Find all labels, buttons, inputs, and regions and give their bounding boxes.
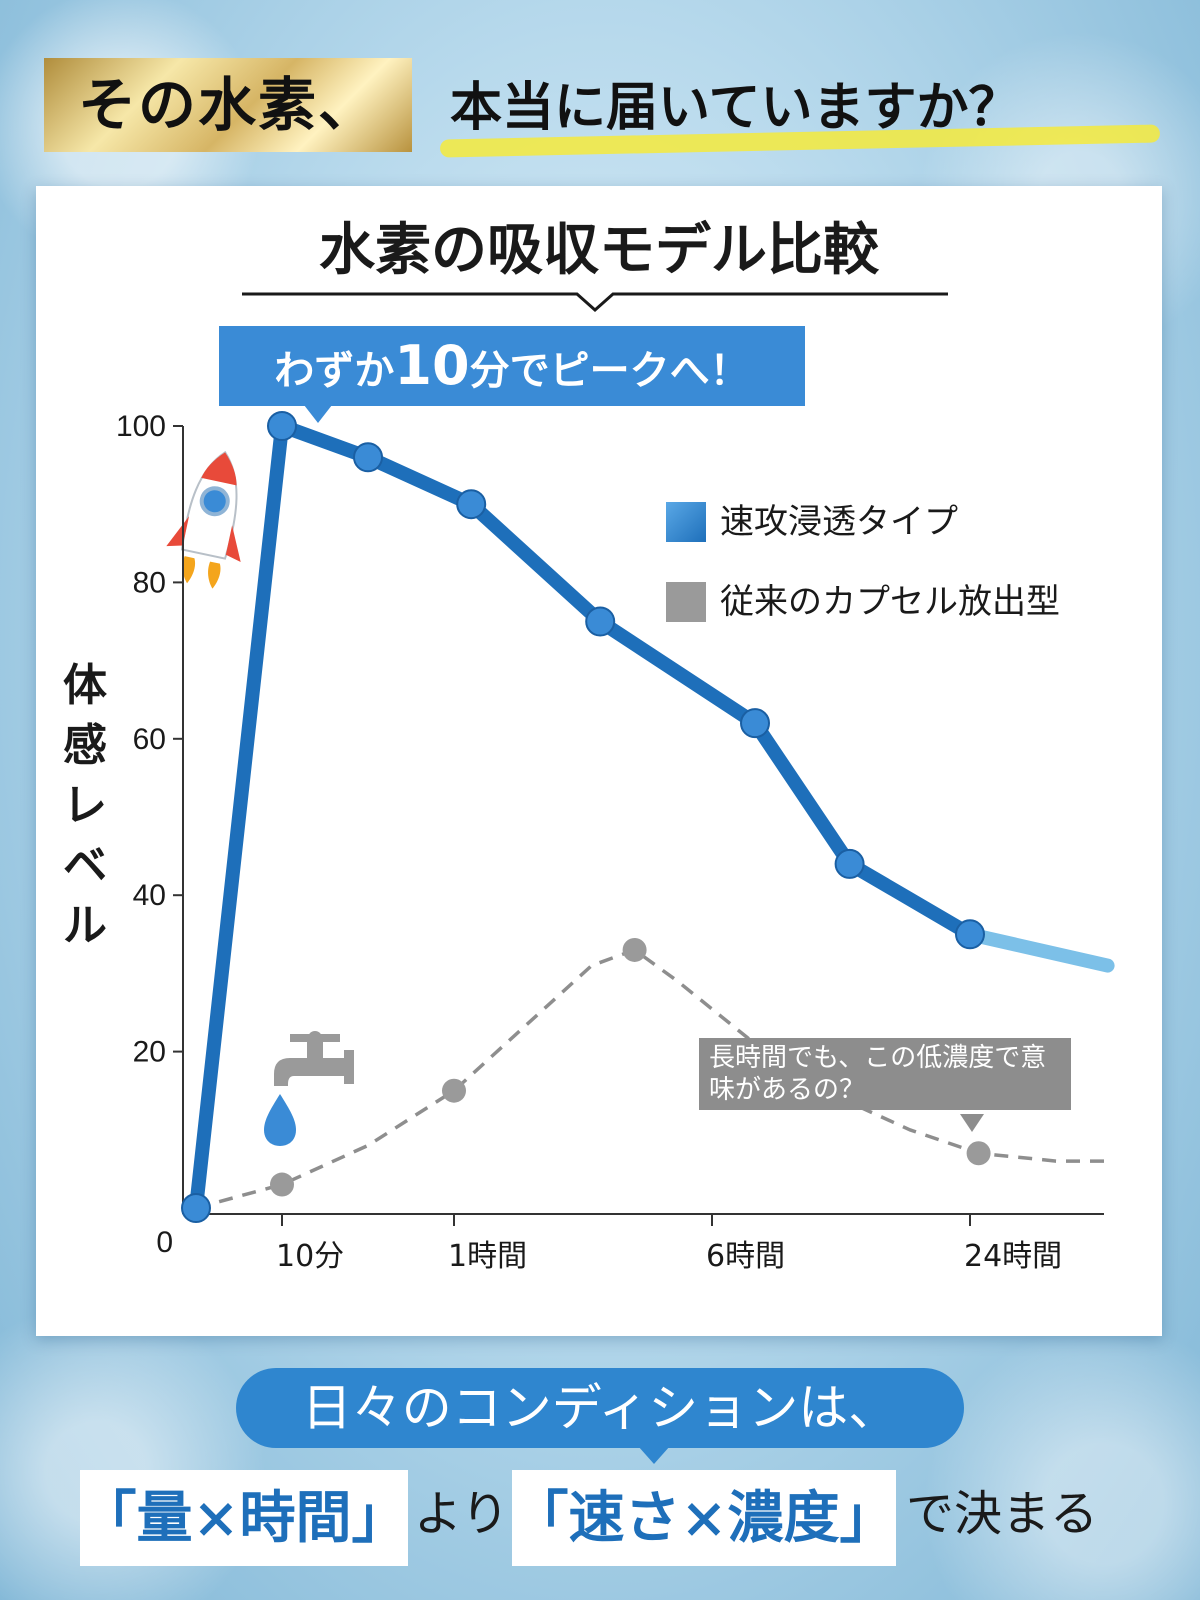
callout-pre: わずか (274, 348, 395, 394)
rapid-tail (963, 927, 1115, 973)
legend-swatch-gray (666, 582, 706, 622)
rapid-point (585, 606, 616, 637)
y-tick-label: 20 (133, 1036, 166, 1069)
chart-card: 水素の吸収モデル比較 わずか10分でピークへ！ 体感レベル (36, 186, 1162, 1336)
x-tick-label: 10分 (276, 1239, 344, 1274)
x-tick-label: 1時間 (448, 1239, 527, 1274)
rapid-point (955, 919, 985, 950)
callout-tail (304, 405, 332, 423)
capsule-point (270, 1172, 294, 1197)
headline-question: 本当に届いていますか？ (450, 77, 1021, 138)
capsule-point (966, 1141, 991, 1166)
x-tick-label: 6時間 (706, 1239, 785, 1274)
legend-swatch-blue (666, 502, 706, 542)
bottom-word-kimaru: で決まる (906, 1486, 1099, 1542)
series-rapid-line (181, 411, 1115, 1223)
rapid-point (740, 708, 770, 739)
bottom-message: 「量×時間」 より 「速さ×濃度」 で決まる (0, 1466, 1200, 1576)
absorption-chart: 0 20 40 60 80 100 10分 1時間 6時間 24時間 (116, 410, 1115, 1274)
title-underline (242, 292, 948, 312)
note-tail (960, 1114, 984, 1132)
faucet-icon (274, 1031, 354, 1086)
y-tick-label: 60 (133, 723, 166, 756)
rapid-point (267, 411, 297, 441)
capsule-point (622, 937, 647, 962)
rapid-point (456, 489, 487, 520)
capsule-curve (195, 948, 1108, 1210)
y-axis-label: 体感レベル (63, 660, 107, 951)
condition-pill: 日々のコンディションは、 (236, 1368, 964, 1448)
bottom-word-yori: より (414, 1486, 510, 1542)
question-note: 長時間でも、この低濃度で意味があるの？ (699, 1038, 1071, 1110)
y-tick-label: 100 (116, 410, 166, 443)
capsule-point (442, 1078, 466, 1103)
y-tick-label: 80 (133, 566, 166, 599)
y-tick-label: 0 (156, 1226, 173, 1259)
pill-tail (638, 1446, 670, 1464)
quantity-time-box: 「量×時間」 (80, 1470, 408, 1566)
water-drop-icon (264, 1094, 296, 1146)
callout-number: 10 (394, 334, 470, 397)
rapid-point (353, 442, 383, 473)
chart-title: 水素の吸収モデル比較 (319, 218, 879, 283)
axes (173, 425, 1104, 1226)
series-capsule-line (195, 937, 1108, 1210)
speed-concentration-box: 「速さ×濃度」 (512, 1470, 896, 1566)
headline: その水素、 本当に届いていますか？ (0, 50, 1200, 160)
rapid-point (181, 1193, 211, 1223)
legend-label-rapid: 速攻浸透タイプ (720, 502, 958, 542)
legend-label-capsule: 従来のカプセル放出型 (720, 582, 1060, 622)
callout-post: 分でピークへ！ (469, 348, 750, 394)
rapid-point (834, 848, 865, 879)
rocket-icon (166, 450, 241, 589)
headline-highlight: その水素、 (44, 58, 412, 152)
x-tick-label: 24時間 (964, 1239, 1062, 1274)
peak-callout: わずか10分でピークへ！ (219, 326, 805, 406)
rapid-curve (189, 419, 977, 1215)
y-tick-label: 40 (133, 879, 166, 912)
tick-labels: 0 20 40 60 80 100 10分 1時間 6時間 24時間 (116, 410, 1062, 1274)
